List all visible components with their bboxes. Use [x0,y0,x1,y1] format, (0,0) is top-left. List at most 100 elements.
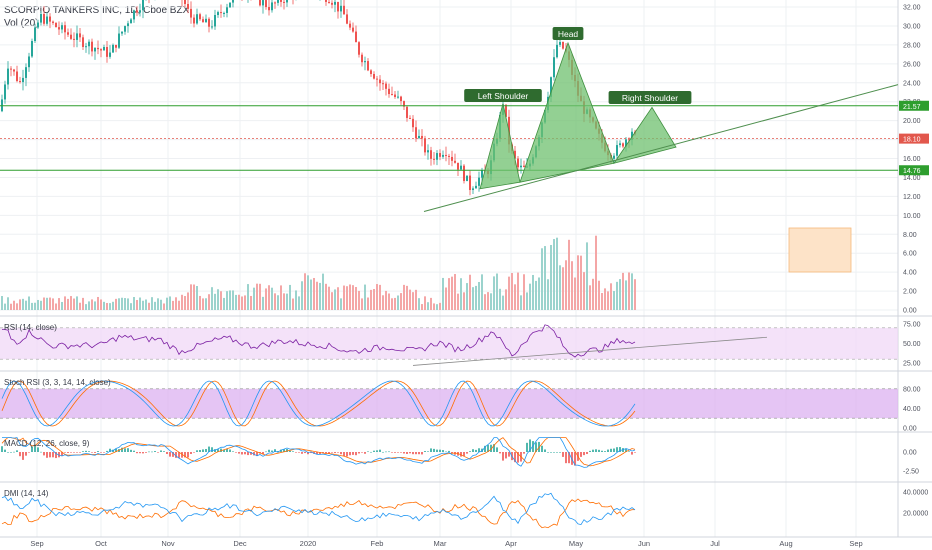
macd-histogram-bar [490,444,492,452]
macd-histogram-bar [421,452,423,455]
macd-histogram-bar [37,447,39,452]
time-axis-label: Oct [95,539,108,548]
volume-bar [121,297,123,310]
volume-bar [283,293,285,310]
candle-body [436,153,438,160]
volume-bar [508,276,510,310]
volume-bar [49,297,51,310]
macd-histogram-bar [247,452,249,456]
volume-bar [550,244,552,310]
volume-bar [580,255,582,310]
macd-histogram-bar [217,449,219,452]
label-right-shoulder-bg [608,91,692,104]
candle-body [376,78,378,80]
candle-body [334,1,336,5]
candle-body [97,47,99,50]
candle-body [40,13,42,23]
candle-body [193,17,195,24]
macd-histogram-bar [19,452,21,457]
macd-histogram-bar [70,452,72,453]
volume-bar [409,289,411,310]
volume-bar [286,293,288,310]
macd-histogram-bar [460,452,462,457]
candle-body [556,44,558,58]
macd-histogram-bar [223,449,225,452]
candle-body [613,155,615,159]
candle-body [124,26,126,32]
macd-histogram-bar [238,452,240,454]
candle-body [202,19,204,23]
volume-bar [28,296,30,310]
macd-histogram-bar [181,452,183,458]
candle-body [232,0,234,3]
macd-histogram-bar [517,452,519,463]
candle-body [433,158,435,160]
macd-histogram-bar [616,447,618,452]
macd-histogram-bar [208,446,210,452]
macd-histogram-bar [229,449,231,452]
volume-bar [379,284,381,310]
macd-histogram-bar [481,448,483,452]
macd-histogram-bar [52,452,54,458]
label-right-shoulder: Right Shoulder [622,93,678,103]
macd-histogram-bar [571,452,573,465]
volume-bar [232,290,234,310]
macd-histogram-bar [529,439,531,452]
volume-bar [268,285,270,310]
volume-bar [244,295,246,310]
candle-body [22,77,24,83]
dmi-tick-label: 40.0000 [903,490,928,497]
stoch-tick-label: 0.00 [903,426,917,433]
macd-histogram-bar [316,452,318,455]
candle-body [214,14,216,27]
candle-body [79,33,81,38]
volume-bar [439,302,441,310]
volume-bar [604,288,606,310]
volume-bar [247,284,249,310]
macd-histogram-bar [280,449,282,452]
macd-histogram-bar [592,449,594,452]
volume-bar [136,300,138,310]
volume-bar [538,277,540,310]
macd-histogram-bar [34,444,36,452]
rsi-line [2,324,636,358]
macd-histogram-bar [553,452,555,453]
volume-bar [307,275,309,310]
time-axis-label: Nov [161,539,175,548]
volume-bar [481,274,483,310]
volume-bar [448,278,450,310]
volume-bar [139,297,141,310]
macd-histogram-bar [172,452,174,457]
volume-bar [43,297,45,310]
macd-histogram-bar [202,449,204,452]
volume-bar [88,301,90,310]
volume-bar [571,261,573,310]
price-tick-label: 16.00 [903,156,921,163]
candle-body [406,106,408,118]
volume-bar [175,297,177,310]
time-axis-label: Dec [233,539,247,548]
macd-histogram-bar [58,452,60,458]
rsi-tick-label: 50.00 [903,341,921,348]
volume-bar [271,287,273,310]
macd-histogram-bar [463,452,465,457]
candle-body [277,0,279,3]
pattern-triangle [613,106,677,164]
time-axis-label: 2020 [300,539,317,548]
candle-body [190,8,192,18]
volume-bar [76,296,78,310]
macd-histogram-bar [64,452,66,453]
macd-histogram-bar [100,452,102,453]
candle-body [373,74,375,79]
macd-tick-label: -2.50 [903,469,919,476]
volume-bar [490,293,492,310]
volume-bar [373,289,375,310]
macd-histogram-bar [97,451,99,452]
dmi-minus-line [1,498,636,529]
macd-histogram-bar [196,450,198,452]
macd-histogram-bar [277,451,279,452]
volume-bar [91,299,93,310]
candle-body [418,135,420,139]
